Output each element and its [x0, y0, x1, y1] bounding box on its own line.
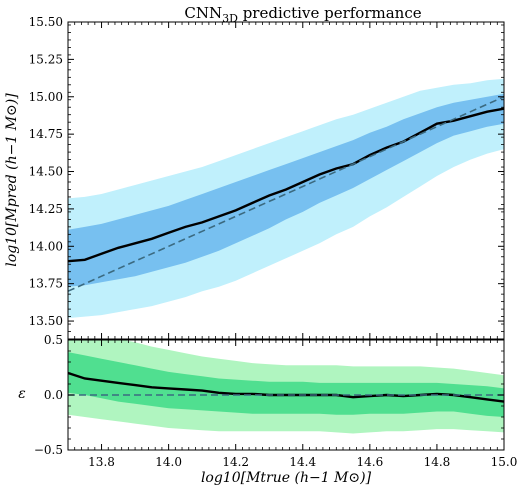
top-ytick-label: 15.00 — [29, 90, 63, 104]
bottom-ytick-label: 0.0 — [44, 388, 63, 402]
top-median-line — [68, 107, 504, 263]
top-ytick-label: 14.50 — [29, 165, 63, 179]
xtick-label: 14.8 — [424, 455, 451, 469]
xtick-label: 13.8 — [88, 455, 115, 469]
chart-title: CNN3D predictive performance — [184, 4, 421, 25]
xtick-label: 15.0 — [491, 455, 518, 469]
xtick-label: 14.2 — [222, 455, 249, 469]
bottom-y-axis-label: ε — [18, 386, 26, 402]
top-ytick-label: 15.50 — [29, 15, 63, 29]
top-ytick-label: 14.25 — [29, 202, 63, 216]
title-main: CNN — [184, 4, 222, 22]
top-y-axis-label: log10[Mpred (h−1 M⊙)] — [4, 93, 20, 267]
bottom-inner-band — [68, 352, 504, 417]
title-rest: predictive performance — [238, 4, 422, 22]
bottom-ytick-label: −0.5 — [34, 443, 63, 457]
xtick-label: 14.0 — [155, 455, 182, 469]
top-panel: 13.50 13.75 14.00 14.25 14.50 14.75 15.00 15.25… — [4, 15, 505, 340]
top-ytick-label: 13.50 — [29, 314, 63, 328]
xtick-label: 14.6 — [356, 455, 383, 469]
xtick-label: 14.4 — [289, 455, 316, 469]
bottom-panel: −0.5 0.0 0.5 13.8 14.0 14.2 14.4 14.6 14.8 15.0 ε… — [18, 333, 518, 486]
x-axis-label: log10[Mtrue (h−1 M⊙)] — [201, 470, 372, 486]
top-ytick-label: 14.00 — [29, 239, 63, 253]
top-panel-frame — [67, 21, 505, 340]
bottom-ytick-label: 0.5 — [44, 333, 63, 347]
top-ytick-label: 14.75 — [29, 127, 63, 141]
top-one-to-one-line — [68, 96, 504, 292]
top-ytick-label: 15.25 — [29, 52, 63, 66]
top-ytick-label: 13.75 — [29, 277, 63, 291]
